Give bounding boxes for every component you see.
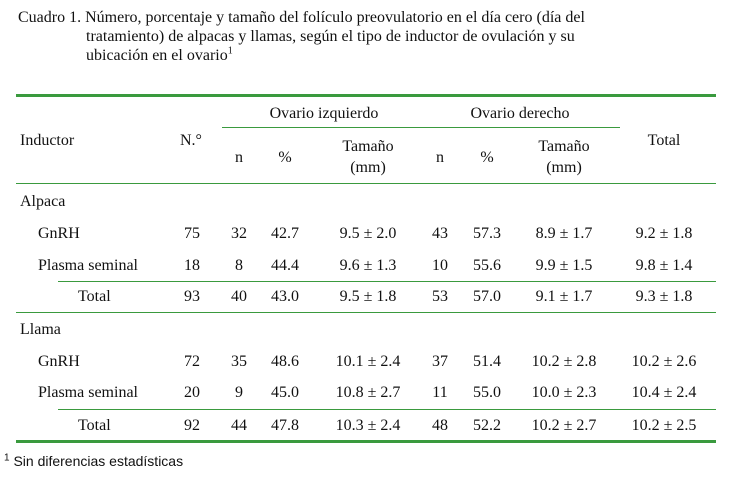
cell-izq-tamano: 9.5 ± 2.0 — [339, 225, 397, 242]
cell-izq-n: 8 — [235, 257, 243, 274]
cell-izq-tamano: 10.1 ± 2.4 — [335, 353, 401, 370]
row-label: GnRH — [38, 353, 80, 370]
cell-izq-pct: 44.4 — [271, 257, 299, 274]
cell-numero: 20 — [184, 384, 200, 401]
cell-der-tamano: 10.2 ± 2.8 — [531, 353, 597, 370]
llama-total-rule — [58, 409, 716, 410]
cell-total: 9.3 ± 1.8 — [635, 288, 693, 305]
cell-der-pct: 55.0 — [473, 384, 501, 401]
total-label: Total — [78, 288, 111, 305]
cell-der-pct: 55.6 — [473, 257, 501, 274]
cell-izq-n: 9 — [235, 384, 243, 401]
cell-total: 9.8 ± 1.4 — [635, 257, 693, 274]
cell-der-pct: 51.4 — [473, 353, 501, 370]
header-bottom-rule — [16, 183, 716, 184]
caption-line-2: tratamiento) de alpacas y llamas, según … — [86, 28, 575, 45]
caption-line-3: ubicación en el ovario1 — [18, 46, 718, 65]
cell-izq-n: 44 — [231, 417, 247, 434]
header-izq-pct: % — [278, 149, 292, 166]
caption-line-1: Cuadro 1. Número, porcentaje y tamaño de… — [18, 9, 585, 26]
row-label: Plasma seminal — [38, 384, 138, 401]
cell-der-tamano: 10.0 ± 2.3 — [531, 384, 597, 401]
cell-numero: 18 — [184, 257, 200, 274]
cell-numero: 72 — [184, 353, 200, 370]
cell-numero: 75 — [184, 225, 200, 242]
cell-izq-pct: 45.0 — [271, 384, 299, 401]
cell-izq-n: 32 — [231, 225, 247, 242]
cell-izq-pct: 43.0 — [271, 288, 299, 305]
table-footnote: 1 Sin diferencias estadísticas — [4, 453, 183, 469]
cell-izq-tamano: 10.8 ± 2.7 — [335, 384, 401, 401]
row-label: Plasma seminal — [38, 257, 138, 274]
total-label: Total — [78, 417, 111, 434]
header-ovario-derecho: Ovario derecho — [470, 105, 570, 122]
cell-numero: 92 — [184, 417, 200, 434]
cell-der-n: 37 — [432, 353, 448, 370]
header-inductor: Inductor — [20, 132, 75, 149]
cell-der-pct: 57.3 — [473, 225, 501, 242]
alpaca-total-rule — [58, 281, 716, 282]
cell-total: 10.2 ± 2.6 — [631, 353, 697, 370]
cell-izq-pct: 47.8 — [271, 417, 299, 434]
cell-der-n: 53 — [432, 288, 448, 305]
header-izq-mm: (mm) — [350, 159, 386, 176]
row-label: GnRH — [38, 225, 80, 242]
caption-footnote-marker: 1 — [227, 45, 233, 57]
footnote-marker: 1 — [4, 452, 10, 464]
header-der-pct: % — [480, 149, 494, 166]
ovary-header-rule — [222, 127, 620, 128]
cell-der-n: 48 — [432, 417, 448, 434]
header-izq-tamano: Tamaño — [342, 138, 394, 155]
cell-der-pct: 52.2 — [473, 417, 501, 434]
cell-total: 10.2 ± 2.5 — [631, 417, 697, 434]
header-numero: N.° — [180, 132, 202, 149]
cell-der-tamano: 8.9 ± 1.7 — [535, 225, 593, 242]
header-ovario-izquierdo: Ovario izquierdo — [269, 105, 379, 122]
cell-der-n: 11 — [432, 384, 448, 401]
header-total: Total — [647, 132, 681, 149]
cell-total: 10.4 ± 2.4 — [631, 384, 697, 401]
cell-der-pct: 57.0 — [473, 288, 501, 305]
group-label-llama: Llama — [20, 321, 61, 338]
table-top-rule — [16, 94, 716, 97]
cell-der-n: 10 — [432, 257, 448, 274]
cell-der-tamano: 9.9 ± 1.5 — [535, 257, 593, 274]
cell-der-tamano: 10.2 ± 2.7 — [531, 417, 597, 434]
cell-izq-n: 35 — [231, 353, 247, 370]
cell-izq-pct: 48.6 — [271, 353, 299, 370]
cell-izq-n: 40 — [231, 288, 247, 305]
cell-der-tamano: 9.1 ± 1.7 — [535, 288, 593, 305]
table-bottom-rule — [16, 440, 716, 443]
cell-numero: 93 — [184, 288, 200, 305]
header-der-n: n — [436, 149, 444, 166]
cell-izq-tamano: 9.5 ± 1.8 — [339, 288, 397, 305]
header-izq-n: n — [235, 149, 243, 166]
header-der-tamano: Tamaño — [538, 138, 590, 155]
table-caption: Cuadro 1. Número, porcentaje y tamaño de… — [18, 8, 718, 65]
caption-line-3-text: ubicación en el ovario — [86, 47, 228, 64]
footnote-text: Sin diferencias estadísticas — [13, 453, 184, 469]
header-der-mm: (mm) — [546, 159, 582, 176]
cell-der-n: 43 — [432, 225, 448, 242]
group-separator-rule — [16, 312, 716, 313]
group-label-alpaca: Alpaca — [20, 193, 66, 210]
cell-total: 9.2 ± 1.8 — [635, 225, 693, 242]
cell-izq-tamano: 10.3 ± 2.4 — [335, 417, 401, 434]
cell-izq-pct: 42.7 — [271, 225, 299, 242]
cell-izq-tamano: 9.6 ± 1.3 — [339, 257, 397, 274]
